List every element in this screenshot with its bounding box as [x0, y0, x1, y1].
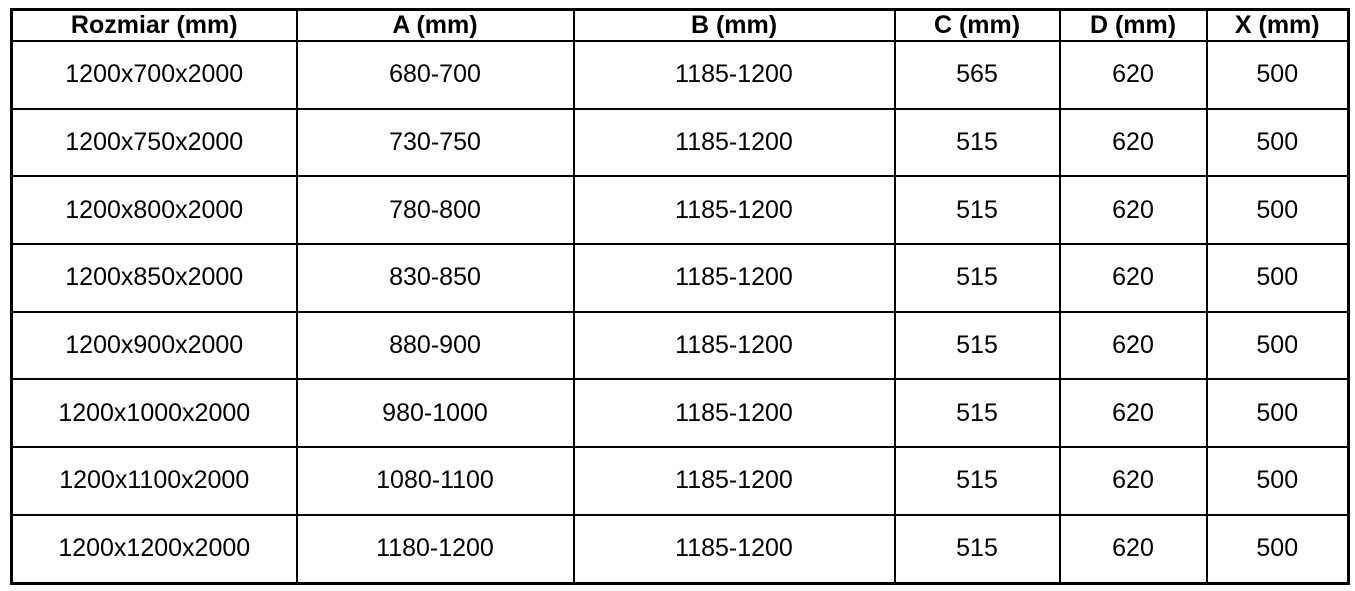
- cell-x: 500: [1205, 446, 1350, 516]
- cell-c: 515: [893, 175, 1061, 246]
- cell-b: 1185-1200: [572, 107, 896, 178]
- column-header-d: D (mm): [1058, 8, 1208, 42]
- cell-c: 515: [893, 243, 1061, 313]
- cell-x: 500: [1205, 243, 1350, 313]
- cell-b: 1185-1200: [572, 310, 896, 381]
- table-row: 1200x750x2000 730-750 1185-1200 515 620 …: [10, 107, 1350, 178]
- cell-a: 1080-1100: [295, 446, 575, 516]
- cell-a: 730-750: [295, 107, 575, 178]
- cell-rozmiar: 1200x1100x2000: [10, 446, 298, 516]
- cell-x: 500: [1205, 175, 1350, 246]
- column-header-a: A (mm): [295, 8, 575, 42]
- table-row: 1200x700x2000 680-700 1185-1200 565 620 …: [10, 40, 1350, 110]
- column-header-c: C (mm): [893, 8, 1061, 42]
- cell-a: 780-800: [295, 175, 575, 246]
- cell-x: 500: [1205, 513, 1350, 585]
- cell-a: 980-1000: [295, 378, 575, 449]
- cell-c: 515: [893, 310, 1061, 381]
- cell-c: 515: [893, 107, 1061, 178]
- cell-rozmiar: 1200x1200x2000: [10, 513, 298, 585]
- cell-c: 515: [893, 513, 1061, 585]
- cell-b: 1185-1200: [572, 40, 896, 110]
- cell-c: 515: [893, 378, 1061, 449]
- cell-a: 830-850: [295, 243, 575, 313]
- table-row: 1200x1000x2000 980-1000 1185-1200 515 62…: [10, 378, 1350, 449]
- cell-rozmiar: 1200x750x2000: [10, 107, 298, 178]
- column-header-x: X (mm): [1205, 8, 1350, 42]
- cell-x: 500: [1205, 378, 1350, 449]
- cell-a: 1180-1200: [295, 513, 575, 585]
- cell-b: 1185-1200: [572, 243, 896, 313]
- cell-c: 565: [893, 40, 1061, 110]
- cell-d: 620: [1058, 175, 1208, 246]
- cell-d: 620: [1058, 378, 1208, 449]
- cell-b: 1185-1200: [572, 175, 896, 246]
- cell-rozmiar: 1200x800x2000: [10, 175, 298, 246]
- dimension-spec-table: Rozmiar (mm) A (mm) B (mm) C (mm) D (mm)…: [10, 8, 1350, 585]
- cell-d: 620: [1058, 513, 1208, 585]
- cell-d: 620: [1058, 40, 1208, 110]
- cell-c: 515: [893, 446, 1061, 516]
- cell-b: 1185-1200: [572, 513, 896, 585]
- cell-x: 500: [1205, 107, 1350, 178]
- column-header-b: B (mm): [572, 8, 896, 42]
- cell-d: 620: [1058, 446, 1208, 516]
- table-row: 1200x1200x2000 1180-1200 1185-1200 515 6…: [10, 513, 1350, 585]
- cell-a: 680-700: [295, 40, 575, 110]
- table-row: 1200x850x2000 830-850 1185-1200 515 620 …: [10, 243, 1350, 313]
- table-header-row: Rozmiar (mm) A (mm) B (mm) C (mm) D (mm)…: [10, 8, 1350, 42]
- cell-rozmiar: 1200x700x2000: [10, 40, 298, 110]
- cell-d: 620: [1058, 107, 1208, 178]
- cell-rozmiar: 1200x850x2000: [10, 243, 298, 313]
- table-row: 1200x900x2000 880-900 1185-1200 515 620 …: [10, 310, 1350, 381]
- cell-d: 620: [1058, 243, 1208, 313]
- cell-x: 500: [1205, 40, 1350, 110]
- cell-rozmiar: 1200x900x2000: [10, 310, 298, 381]
- column-header-rozmiar: Rozmiar (mm): [10, 8, 298, 42]
- cell-x: 500: [1205, 310, 1350, 381]
- cell-rozmiar: 1200x1000x2000: [10, 378, 298, 449]
- cell-a: 880-900: [295, 310, 575, 381]
- table-row: 1200x1100x2000 1080-1100 1185-1200 515 6…: [10, 446, 1350, 516]
- cell-b: 1185-1200: [572, 378, 896, 449]
- cell-b: 1185-1200: [572, 446, 896, 516]
- cell-d: 620: [1058, 310, 1208, 381]
- table-row: 1200x800x2000 780-800 1185-1200 515 620 …: [10, 175, 1350, 246]
